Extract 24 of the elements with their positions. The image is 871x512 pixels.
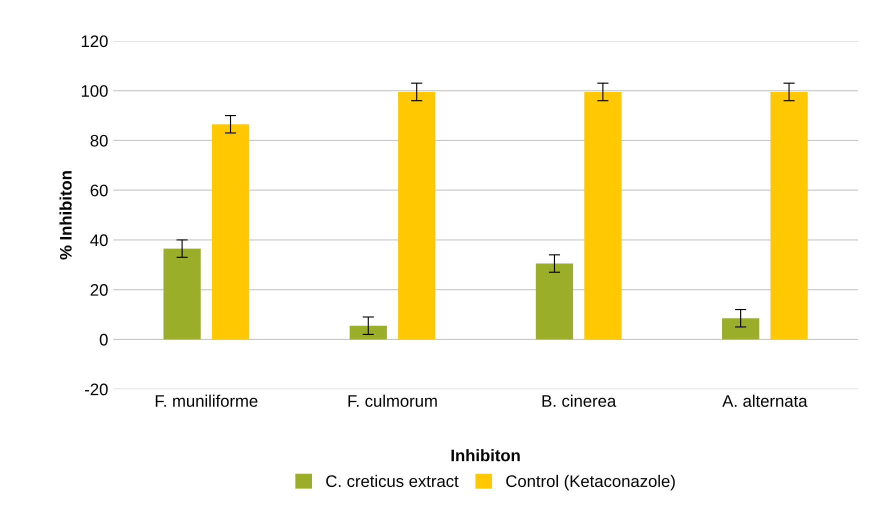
legend-label: C. creticus extract xyxy=(326,474,459,488)
x-tick-label: B. cinerea xyxy=(542,394,616,407)
bar xyxy=(398,92,436,340)
y-tick-label: 80 xyxy=(90,134,108,147)
x-tick-label: F. culmorum xyxy=(348,394,437,407)
y-tick-label: 40 xyxy=(90,234,108,246)
y-tick-label: 0 xyxy=(100,334,108,346)
y-axis-title: % Inhibiton xyxy=(59,171,72,260)
x-tick-label: F. muniliforme xyxy=(156,394,258,407)
x-axis-title: Inhibiton xyxy=(452,449,520,462)
x-tick-label: A. alternata xyxy=(722,394,808,407)
y-tick-label: 60 xyxy=(90,184,108,196)
bar xyxy=(722,318,760,340)
bar xyxy=(212,124,250,340)
bar xyxy=(350,326,387,340)
bar xyxy=(584,92,622,340)
bar xyxy=(164,248,201,340)
bar xyxy=(536,264,574,340)
y-tick-label: 120 xyxy=(82,35,108,48)
y-tick-label: 100 xyxy=(82,85,108,97)
y-tick-label: -20 xyxy=(85,384,108,396)
y-tick-label: 20 xyxy=(90,284,108,296)
bar xyxy=(770,92,808,340)
legend-label: Control (Ketaconazole) xyxy=(506,474,675,490)
